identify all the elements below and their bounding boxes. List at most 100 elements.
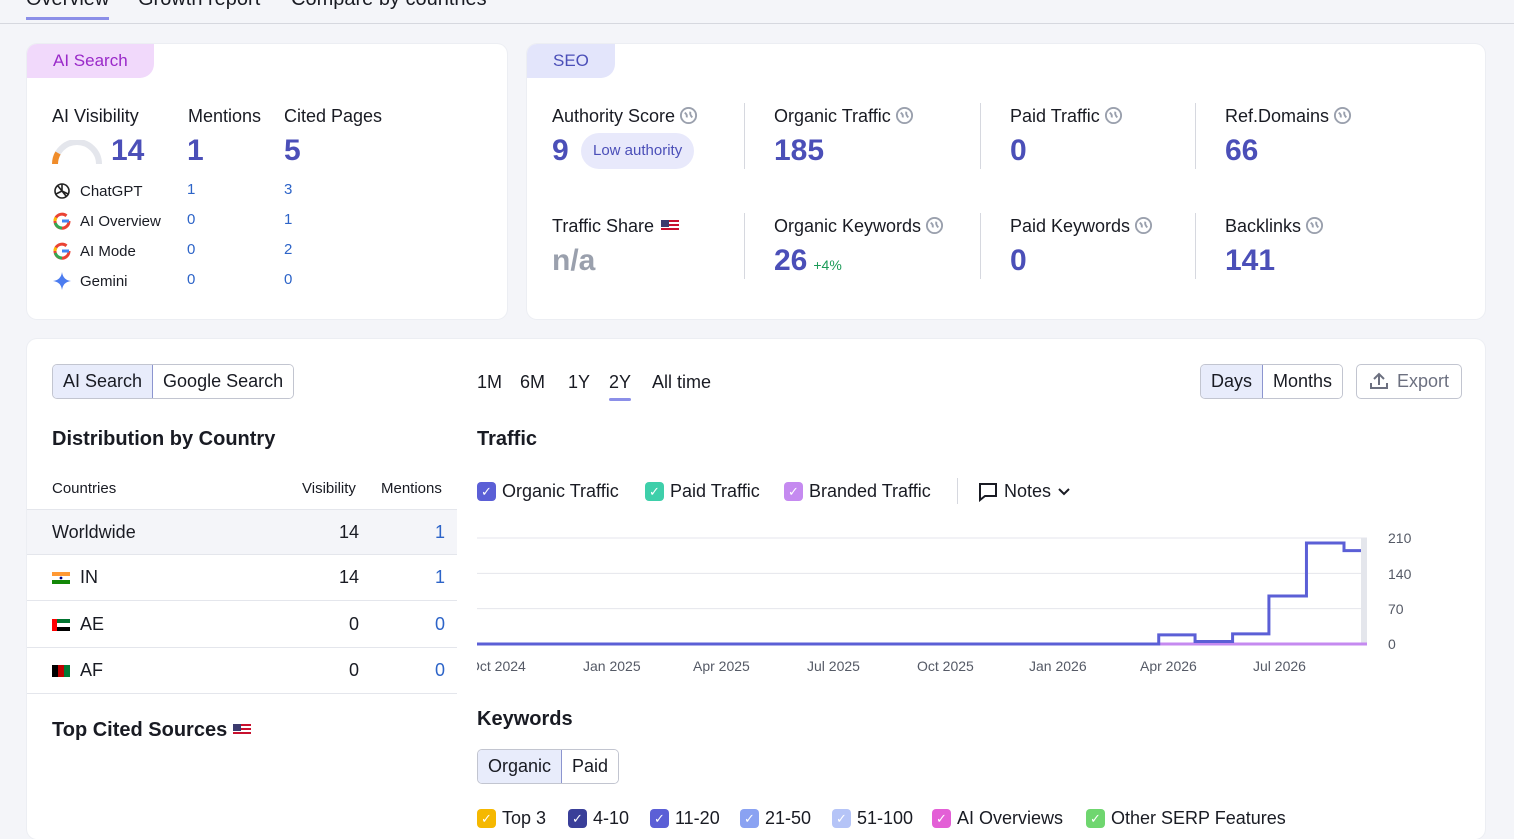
country-mentions[interactable]: 0 xyxy=(435,660,446,680)
seo-tag: SEO xyxy=(527,44,615,78)
mentions-value[interactable]: 1 xyxy=(187,134,204,167)
keyword-legend-item[interactable]: ✓ 11-20 xyxy=(650,808,720,829)
table-row[interactable]: AF 0 0 xyxy=(27,648,457,694)
globe-icon xyxy=(680,106,698,125)
engine-mentions[interactable]: 0 xyxy=(187,211,196,228)
comment-icon xyxy=(979,482,997,502)
check-icon: ✓ xyxy=(650,809,669,828)
engine-cited[interactable]: 1 xyxy=(284,211,293,228)
top-cited-text: Top Cited Sources xyxy=(52,719,228,741)
table-row[interactable]: AE 0 0 xyxy=(27,602,457,648)
period-1y[interactable]: 1Y xyxy=(568,372,591,392)
seg-ai-search[interactable]: AI Search xyxy=(53,365,153,398)
seg-paid[interactable]: Paid xyxy=(561,750,619,783)
keyword-legend-item[interactable]: ✓ 21-50 xyxy=(740,808,811,829)
divider xyxy=(744,213,745,279)
notes-dropdown[interactable]: Notes xyxy=(978,481,1071,502)
keywords-toggle: Organic Paid xyxy=(477,749,620,784)
globe-icon xyxy=(926,216,944,235)
x-tick-label: Jul 2026 xyxy=(1253,658,1306,674)
chart-range-edge xyxy=(1361,538,1367,644)
details-card xyxy=(27,339,1485,839)
traffic-share-value: n/a xyxy=(552,244,596,277)
legend-label: Organic Traffic xyxy=(502,481,619,501)
seg-months[interactable]: Months xyxy=(1262,365,1343,398)
google-icon xyxy=(53,212,71,230)
period-all-time[interactable]: All time xyxy=(652,372,712,392)
seo-card: SEO Authority Score 9 Low authority Orga… xyxy=(527,44,1485,319)
country-cell: AF xyxy=(52,660,103,681)
chevron-down-icon xyxy=(1058,487,1070,495)
y-tick-label: 0 xyxy=(1388,636,1396,652)
upload-icon xyxy=(1370,372,1388,389)
country-mentions[interactable]: 1 xyxy=(435,567,446,587)
country-visibility: 0 xyxy=(349,614,360,634)
ref-domains-text: Ref.Domains xyxy=(1225,106,1330,126)
organic-traffic-label: Organic Traffic xyxy=(774,106,914,127)
paid-keywords-value[interactable]: 0 xyxy=(1010,244,1027,277)
engine-cited[interactable]: 0 xyxy=(284,271,293,288)
engine-cited[interactable]: 2 xyxy=(284,241,293,258)
keyword-legend-label: 51-100 xyxy=(857,808,914,828)
google-icon xyxy=(53,242,71,260)
keyword-legend-item[interactable]: ✓ AI Overviews xyxy=(932,808,1063,829)
organic-keywords-number[interactable]: 26 xyxy=(774,244,808,277)
engine-mentions[interactable]: 0 xyxy=(187,271,196,288)
backlinks-value[interactable]: 141 xyxy=(1225,244,1276,277)
top-cited-title: Top Cited Sources xyxy=(52,719,252,742)
keyword-legend-item[interactable]: ✓ 4-10 xyxy=(568,808,629,829)
period-1m[interactable]: 1M xyxy=(477,372,503,392)
col-visibility[interactable]: Visibility xyxy=(302,480,356,497)
engine-cited[interactable]: 3 xyxy=(284,181,293,198)
engine-mentions[interactable]: 1 xyxy=(187,181,196,198)
granularity-toggle: Days Months xyxy=(1200,364,1344,399)
keyword-legend-item[interactable]: ✓ 51-100 xyxy=(832,808,913,829)
period-2y[interactable]: 2Y xyxy=(609,372,632,401)
engine-name: AI Mode xyxy=(80,243,136,260)
ref-domains-value[interactable]: 66 xyxy=(1225,134,1259,167)
afghanistan-flag-icon xyxy=(52,665,70,677)
seg-google-search[interactable]: Google Search xyxy=(152,365,294,398)
engine-mentions[interactable]: 0 xyxy=(187,241,196,258)
y-tick-label: 210 xyxy=(1388,530,1412,546)
keyword-legend-label: AI Overviews xyxy=(957,808,1064,828)
x-tick-label: Apr 2025 xyxy=(693,658,750,674)
table-row[interactable]: Worldwide 14 1 xyxy=(27,509,457,555)
export-button[interactable]: Export xyxy=(1356,364,1463,399)
period-6m[interactable]: 6M xyxy=(520,372,546,392)
organic-keywords-text: Organic Keywords xyxy=(774,216,922,236)
table-row[interactable]: IN 14 1 xyxy=(27,555,457,601)
cited-pages-label: Cited Pages xyxy=(284,106,383,126)
country-cell: AE xyxy=(52,614,104,635)
seg-organic[interactable]: Organic xyxy=(478,750,562,783)
legend-branded-traffic[interactable]: ✓ Branded Traffic xyxy=(784,481,931,502)
tab-overview[interactable]: Overview xyxy=(26,0,110,20)
country-mentions[interactable]: 1 xyxy=(435,522,446,542)
authority-score-text: Authority Score xyxy=(552,106,676,126)
authority-score-value[interactable]: 9 xyxy=(552,134,569,167)
legend-organic-traffic[interactable]: ✓ Organic Traffic xyxy=(477,481,619,502)
tab-compare-by-countries[interactable]: Compare by countries xyxy=(291,0,487,11)
legend-paid-traffic[interactable]: ✓ Paid Traffic xyxy=(645,481,760,502)
tab-growth-report[interactable]: Growth report xyxy=(138,0,260,11)
traffic-chart[interactable] xyxy=(477,528,1377,652)
engine-name: AI Overview xyxy=(80,213,161,230)
paid-traffic-value[interactable]: 0 xyxy=(1010,134,1027,167)
ai-visibility-label: AI Visibility xyxy=(52,106,139,126)
engine-name: ChatGPT xyxy=(80,183,143,200)
ai-visibility-value[interactable]: 14 xyxy=(111,134,145,167)
report-tabs: Overview Growth report Compare by countr… xyxy=(0,0,1514,24)
organic-keywords-delta: +4% xyxy=(813,257,842,273)
seg-days[interactable]: Days xyxy=(1201,365,1263,398)
country-mentions[interactable]: 0 xyxy=(435,614,446,634)
keyword-legend-item[interactable]: ✓ Other SERP Features xyxy=(1086,808,1286,829)
x-tick-label: Jul 2025 xyxy=(807,658,860,674)
col-mentions[interactable]: Mentions xyxy=(381,480,442,497)
col-countries: Countries xyxy=(52,480,117,497)
check-icon: ✓ xyxy=(477,809,496,828)
organic-traffic-value[interactable]: 185 xyxy=(774,134,825,167)
keyword-legend-item[interactable]: ✓ Top 3 xyxy=(477,808,546,829)
organic-traffic-text: Organic Traffic xyxy=(774,106,891,126)
cited-pages-value[interactable]: 5 xyxy=(284,134,301,167)
series-line-organic-traffic[interactable] xyxy=(477,541,1361,646)
